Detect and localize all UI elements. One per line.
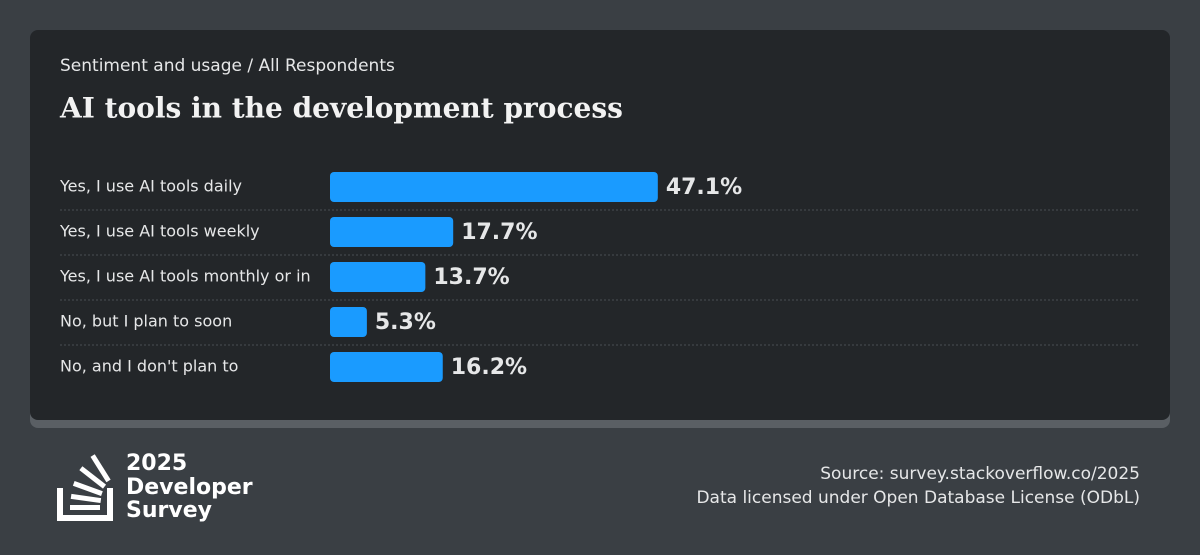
bar — [330, 352, 443, 382]
logo-bar — [90, 454, 111, 483]
source: Source: survey.stackoverflow.co/2025 — [820, 464, 1140, 484]
logo-text: 2025 — [126, 451, 187, 476]
bar — [330, 307, 367, 337]
bar-rows: Yes, I use AI tools daily 47.1% Yes, I use… — [59, 172, 1140, 382]
value-label: 47.1% — [666, 175, 742, 200]
category-label: No, and I don't plan to — [60, 357, 238, 376]
bar — [330, 262, 426, 292]
logo-bar — [70, 505, 100, 510]
subtitle: Sentiment and usage / All Respondents — [60, 56, 395, 76]
value-label: 16.2% — [451, 355, 527, 380]
category-label: No, but I plan to soon — [60, 312, 232, 331]
bar — [330, 172, 658, 202]
category-label: Yes, I use AI tools weekly — [59, 222, 260, 241]
logo-bar — [72, 480, 103, 496]
value-label: 5.3% — [375, 310, 436, 335]
logo — [57, 454, 113, 521]
chart-title: AI tools in the development process — [59, 92, 623, 125]
value-label: 13.7% — [433, 265, 509, 290]
card — [30, 30, 1170, 420]
license: Data licensed under Open Database Licens… — [696, 488, 1140, 508]
logo-text: Developer — [126, 475, 253, 500]
logo-bar — [70, 493, 102, 504]
logo-text: Survey — [126, 498, 212, 523]
logo-tray — [57, 488, 113, 521]
logo-bar — [79, 466, 107, 489]
value-label: 17.7% — [461, 220, 537, 245]
category-label: Yes, I use AI tools monthly or in — [59, 267, 311, 286]
category-label: Yes, I use AI tools daily — [59, 177, 242, 196]
bar — [330, 217, 454, 247]
